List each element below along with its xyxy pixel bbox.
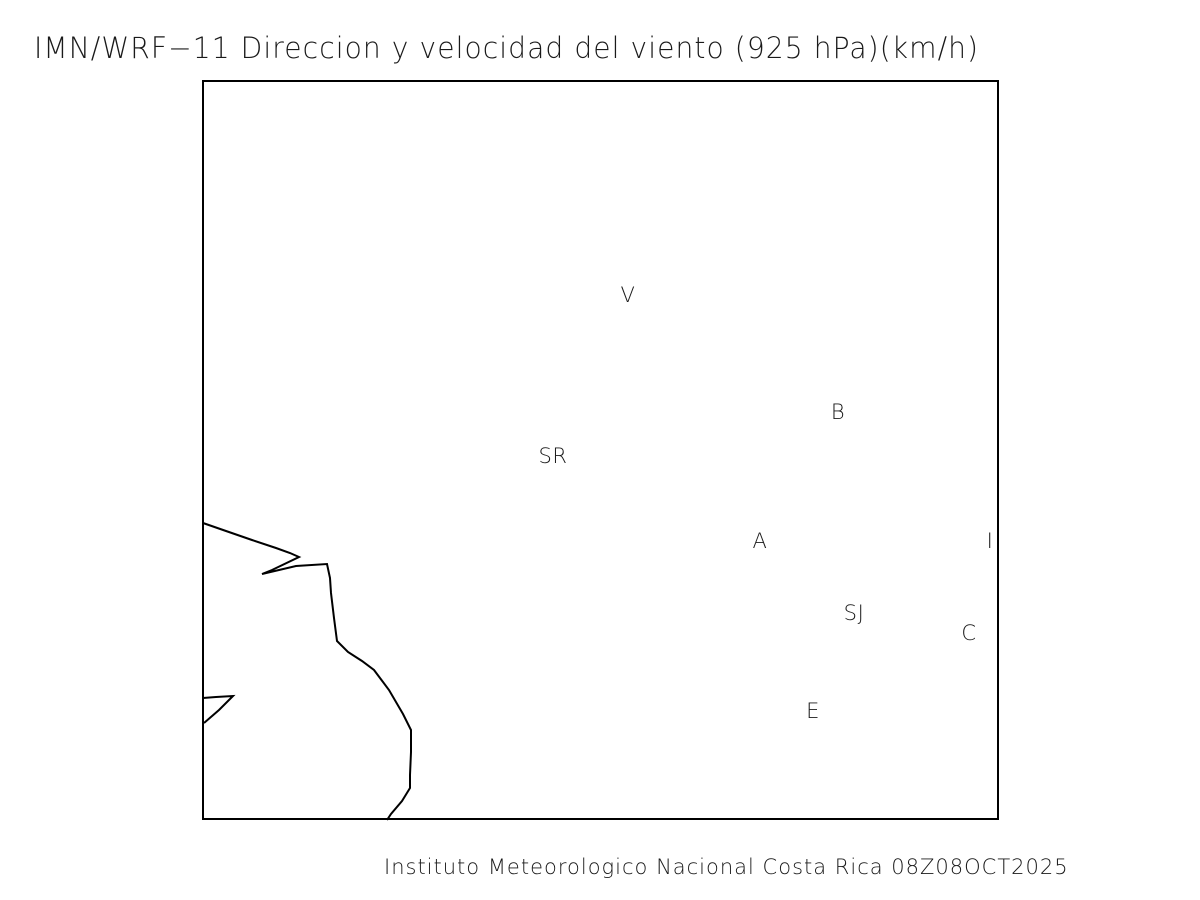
station-label-sj: SJ [843, 601, 865, 625]
station-label-a: A [752, 529, 768, 553]
station-label-e: E [806, 699, 820, 723]
station-label-c: C [961, 621, 977, 645]
station-label-i: I [986, 529, 994, 553]
station-label-sr: SR [538, 444, 568, 468]
map-plot-frame [202, 80, 999, 820]
station-label-v: V [620, 283, 636, 307]
station-label-b: B [830, 400, 846, 424]
page-title: IMN/WRF−11 Direccion y velocidad del vie… [34, 31, 980, 65]
footer-attribution: Instituto Meteorologico Nacional Costa R… [384, 855, 1069, 879]
